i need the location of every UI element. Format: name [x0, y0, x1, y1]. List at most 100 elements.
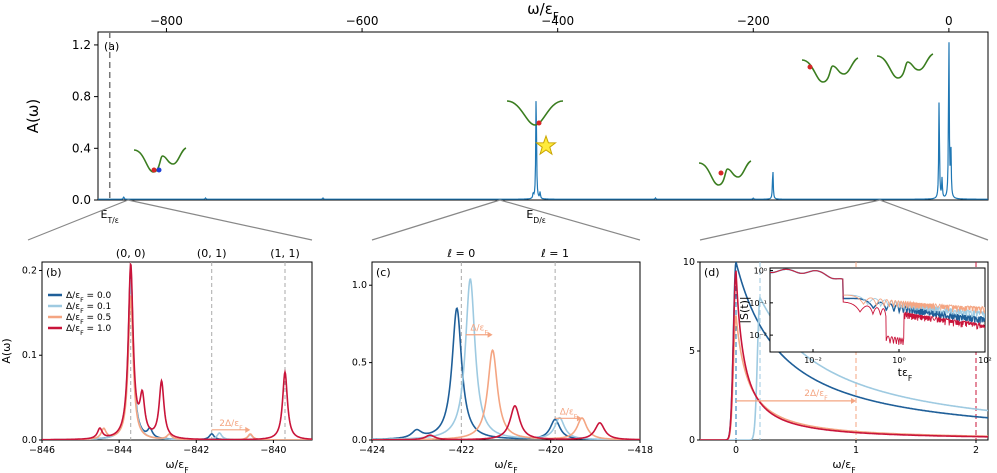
- panel-b-xtick-label: −840: [260, 445, 286, 456]
- panel-b-series-line: [42, 262, 312, 440]
- zoom-line: [699, 199, 881, 241]
- panel-c-series-line: [372, 405, 640, 440]
- particle-dot: [807, 64, 813, 70]
- panel-d-series-line: [700, 262, 988, 440]
- inset-ytick-label: 10⁻¹: [749, 299, 767, 308]
- inset-series-line: [770, 268, 985, 346]
- panel-d-ytick-label: 0: [689, 435, 695, 446]
- panel-d-xtick-label: 0: [733, 445, 739, 456]
- panel-d-panel-label: (d): [704, 266, 720, 279]
- inset-xlabel: tεF: [898, 366, 913, 383]
- panel-c-ytick-label: 0.0: [352, 435, 367, 446]
- well-curve: [506, 100, 564, 126]
- panel-d-xlabel: ω/εF: [832, 458, 855, 473]
- legend-entry: Δ/εF = 0.1: [66, 302, 111, 315]
- panel-d-series-line: [700, 270, 988, 440]
- inset-xtick-label: 10⁻²: [804, 356, 822, 365]
- panel-c-series-line: [372, 278, 640, 440]
- inset-xtick-label: 10⁰: [892, 356, 905, 365]
- panel-c-panel-label: (c): [376, 266, 391, 279]
- panel-d-ytick-label: 10: [683, 257, 695, 268]
- panel-a-ylabel: A(ω): [24, 99, 42, 134]
- particle-dot: [718, 170, 724, 176]
- panel-c-xlabel: ω/εF: [494, 458, 517, 473]
- potential-well-illustration: [133, 147, 187, 173]
- panel-c-series-line: [372, 306, 640, 440]
- panel-c-frame: [371, 261, 641, 441]
- panel-a-ytick-label: 0.4: [72, 141, 91, 155]
- panel-a-xtick-label: −400: [541, 14, 574, 28]
- panel-b-xtick-label: −842: [183, 445, 209, 456]
- particle-dot: [536, 120, 542, 126]
- particle-dot: [156, 167, 162, 173]
- panel-b-ytick-label: 0.2: [22, 265, 37, 276]
- panel-a-xtick-label: −600: [346, 14, 379, 28]
- panel-a-frame: [97, 31, 989, 201]
- potential-well-illustration: [698, 160, 752, 186]
- panel-d-xtick-label: 2: [973, 445, 979, 456]
- panel-a-xlabel: ω/εF: [527, 0, 559, 23]
- panel-b-panel-label: (b): [46, 266, 62, 279]
- zoom-line: [127, 199, 313, 241]
- panel-b-top-label: (0, 0): [116, 247, 146, 260]
- panel-c-annotation: Δ/εF: [470, 324, 488, 337]
- panel-b-ytick-label: 0.1: [22, 350, 37, 361]
- panel-d-arrowhead: [851, 397, 856, 404]
- panel-c-top-label: ℓ = 0: [446, 247, 475, 260]
- legend-entry: Δ/εF = 0.0: [66, 291, 112, 304]
- panel-d: 0 1 2 0 5 10 ω/εF (d) 2Δ/εF 10⁻² 10⁰ 10² 10⁻² 10⁻¹ 10⁰…: [683, 257, 992, 473]
- panel-a-xtick-label: −200: [737, 14, 770, 28]
- panel-a: −800 −600 −400 −200 0 0.0 0.4 0.8 1.2 ω/εF A(ω) (a)…: [24, 0, 989, 225]
- panel-d-series-line: [700, 295, 988, 440]
- panel-c-ytick-label: 0.5: [352, 358, 367, 369]
- panel-b-top-label: (1, 1): [270, 247, 300, 260]
- panel-c-xtick-label: −420: [538, 445, 564, 456]
- panel-b-arrowhead: [245, 426, 251, 433]
- panel-a-ytick-label: 1.2: [72, 38, 91, 52]
- panel-c-xtick-label: −422: [448, 445, 474, 456]
- well-curve: [698, 160, 752, 186]
- panel-d-annotation: 2Δ/εF: [804, 389, 828, 402]
- panel-b-frame: [41, 261, 313, 441]
- panel-a-spectrum-line: [98, 42, 988, 200]
- panel-b-xtick-label: −844: [106, 445, 132, 456]
- inset-ylabel: |S(t)|: [738, 296, 751, 323]
- zoom-line: [879, 199, 989, 241]
- panel-d-ytick-label: 5: [689, 346, 695, 357]
- panel-c-arrowhead: [576, 415, 582, 422]
- well-curve: [876, 53, 934, 79]
- inset-xtick-label: 10²: [978, 356, 991, 365]
- panel-a-label: (a): [104, 40, 119, 53]
- panel-b-series-line: [42, 277, 312, 440]
- panel-c: −424 −422 −420 −418 0.0 0.5 1.0 ω/εF (c) ℓ = 0 ℓ =…: [352, 247, 653, 473]
- inset-ytick-label: 10⁰: [754, 267, 767, 276]
- panel-d-xtick-label: 1: [853, 445, 859, 456]
- panel-a-xtick-label: 0: [945, 14, 953, 28]
- legend-entry: Δ/εF = 0.5: [66, 313, 111, 326]
- panel-b: −846 −844 −842 −840 0.0 0.1 0.2 ω/εF A(ω) (b) (0, …: [0, 247, 313, 473]
- particle-dot: [151, 167, 157, 173]
- potential-well-illustration: [876, 53, 934, 79]
- panel-a-marker-label: ET/ε: [101, 208, 119, 225]
- zoom-line: [499, 199, 641, 241]
- panel-b-top-label: (0, 1): [197, 247, 227, 260]
- inset-ytick-label: 10⁻²: [749, 331, 767, 340]
- star-icon: [535, 134, 557, 156]
- panel-c-ytick-label: 1.0: [352, 280, 367, 291]
- zoom-connector-lines: [27, 199, 989, 241]
- potential-well-illustration: [801, 57, 859, 83]
- panel-c-xtick-label: −424: [359, 445, 385, 456]
- zoom-line: [27, 199, 129, 241]
- panel-c-xtick-label: −418: [627, 445, 653, 456]
- well-curve: [801, 57, 859, 83]
- zoom-line: [371, 199, 501, 241]
- panel-a-xtick-label: −800: [150, 14, 183, 28]
- well-curve: [133, 147, 187, 173]
- panel-a-marker-label: ED/ε: [526, 208, 546, 225]
- panel-a-ytick-label: 0.0: [72, 193, 91, 207]
- panel-b-ylabel: A(ω): [0, 338, 13, 363]
- panel-c-annotation: Δ/εF: [560, 407, 578, 420]
- panel-c-arrowhead: [487, 331, 493, 338]
- panel-b-xtick-label: −846: [29, 445, 55, 456]
